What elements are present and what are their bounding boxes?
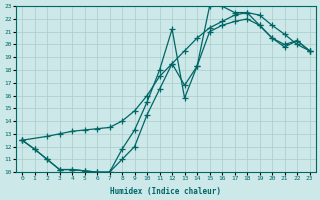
X-axis label: Humidex (Indice chaleur): Humidex (Indice chaleur) xyxy=(110,187,221,196)
